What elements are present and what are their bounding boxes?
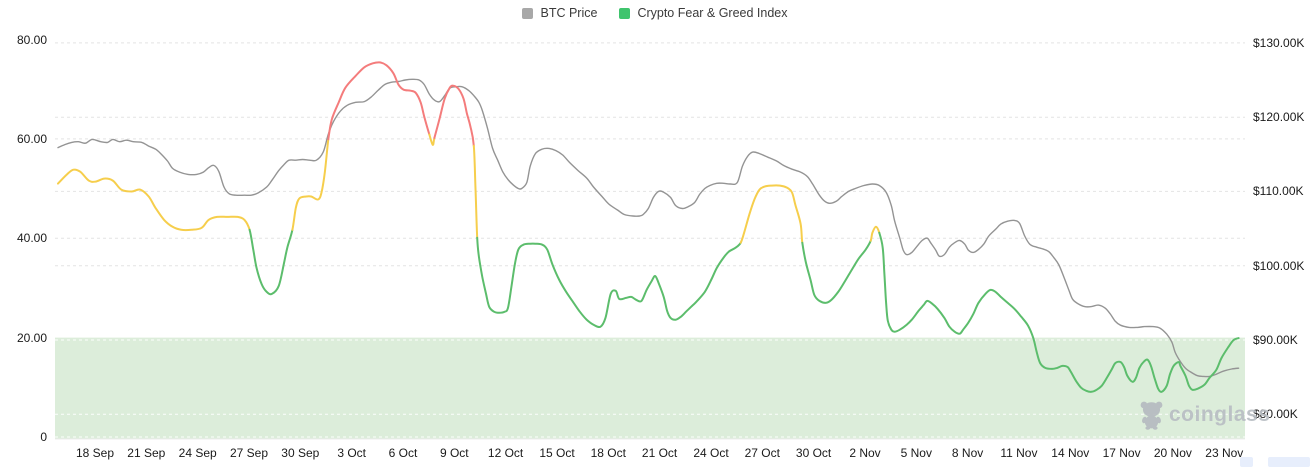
fear-greed-line-segment[interactable]	[327, 61, 431, 141]
x-axis-date-label: 30 Sep	[281, 446, 320, 460]
y-axis-left-tick-label: 40.00	[16, 231, 47, 246]
x-axis-date-label: 15 Oct	[539, 446, 575, 460]
x-axis-date-label: 3 Oct	[337, 446, 367, 460]
y-axis-right-tick-label: $100.00K	[1253, 258, 1305, 273]
legend-label-fear-greed: Crypto Fear & Greed Index	[637, 6, 788, 20]
chart-scrollbar-fragment[interactable]	[1240, 457, 1253, 467]
y-axis-right-tick-label: $120.00K	[1253, 110, 1305, 125]
fear-greed-line-segment[interactable]	[57, 168, 251, 232]
x-axis-date-label: 9 Oct	[439, 446, 469, 460]
y-axis-right-tick-label: $110.00K	[1253, 184, 1304, 199]
x-axis-date-label: 27 Oct	[744, 446, 780, 460]
btc-price-swatch-icon	[522, 7, 534, 19]
chart-scrollbar-fragment[interactable]	[1268, 457, 1310, 467]
fear-greed-line-segment[interactable]	[291, 138, 330, 231]
x-axis-date-label: 21 Sep	[127, 446, 166, 460]
y-axis-right-tick-label: $90.00K	[1253, 333, 1298, 347]
x-axis-date-label: 18 Sep	[75, 446, 115, 460]
fear-greed-line-segment[interactable]	[878, 231, 1240, 393]
fear-greed-swatch-icon	[619, 7, 631, 19]
legend-item-fear-greed[interactable]: Crypto Fear & Greed Index	[619, 6, 788, 20]
x-axis-date-label: 17 Nov	[1102, 446, 1141, 460]
fear-greed-line-segment[interactable]	[476, 236, 742, 329]
y-axis-left-tick-label: 20.00	[16, 330, 47, 345]
x-axis-date-label: 2 Nov	[849, 446, 881, 460]
chart-legend: BTC Price Crypto Fear & Greed Index	[0, 5, 1310, 21]
btc-price-line[interactable]	[57, 78, 1240, 378]
fear-greed-line-segment[interactable]	[248, 228, 294, 296]
fear-greed-line-segment[interactable]	[428, 133, 436, 146]
x-axis-date-label: 24 Sep	[178, 446, 217, 460]
fear-greed-line-segment[interactable]	[433, 84, 475, 147]
y-axis-right-tick-label: $130.00K	[1253, 35, 1305, 50]
fear-greed-line-segment[interactable]	[801, 239, 872, 304]
y-axis-left-tick-label: 80.00	[16, 32, 47, 47]
x-axis-date-label: 18 Oct	[590, 446, 626, 460]
x-axis-date-label: 27 Sep	[229, 446, 269, 460]
legend-item-btc-price[interactable]: BTC Price	[522, 6, 597, 20]
fear-greed-line-segment[interactable]	[869, 225, 881, 242]
y-axis-left-tick-label: 0	[40, 430, 47, 444]
x-axis-date-label: 21 Oct	[641, 446, 678, 460]
x-axis-date-label: 20 Nov	[1153, 446, 1192, 460]
x-axis-date-label: 23 Nov	[1205, 446, 1244, 460]
x-axis-date-label: 12 Oct	[487, 446, 524, 460]
x-axis-date-label: 5 Nov	[900, 446, 932, 460]
x-axis-date-label: 11 Nov	[1000, 446, 1038, 460]
x-axis-date-label: 8 Nov	[951, 446, 984, 460]
x-axis-date-label: 6 Oct	[388, 446, 418, 460]
x-axis-date-label: 14 Nov	[1051, 446, 1090, 460]
x-axis-date-label: 24 Oct	[693, 446, 729, 460]
legend-label-btc-price: BTC Price	[540, 6, 598, 20]
x-axis-date-label: 30 Oct	[795, 446, 832, 460]
y-axis-left-tick-label: 60.00	[16, 131, 47, 146]
extreme-fear-band	[55, 337, 1245, 439]
fear-greed-line-segment[interactable]	[739, 184, 804, 244]
y-axis-right-tick-label: $80.00K	[1253, 407, 1298, 422]
fear-greed-line-segment[interactable]	[472, 144, 479, 239]
